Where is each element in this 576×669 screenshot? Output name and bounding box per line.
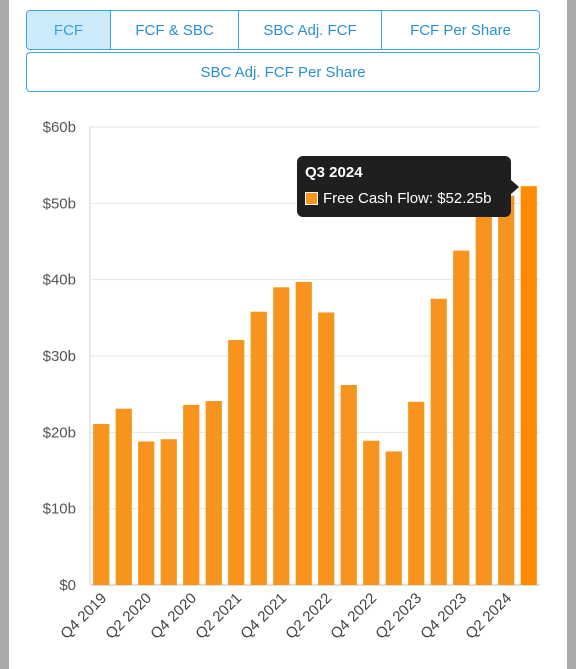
x-tick-label: Q2 2024 xyxy=(462,590,515,643)
bar-q4-2020[interactable] xyxy=(183,404,200,585)
bar-q4-2022[interactable] xyxy=(363,440,380,585)
x-tick-label: Q2 2020 xyxy=(102,590,155,643)
bar-q2-2024[interactable] xyxy=(498,195,515,585)
bar-q3-2022[interactable] xyxy=(340,385,357,585)
tooltip-line: Free Cash Flow: $52.25b xyxy=(305,190,503,207)
bar-q2-2021[interactable] xyxy=(228,339,245,585)
tab-fcf[interactable]: FCF xyxy=(27,11,111,49)
bar-q3-2024[interactable] xyxy=(520,186,537,586)
bar-q3-2023[interactable] xyxy=(430,298,447,585)
y-tick-label: $60b xyxy=(43,119,76,136)
tab-sbc-adj-fcf[interactable]: SBC Adj. FCF xyxy=(239,11,382,49)
bar-q1-2021[interactable] xyxy=(205,401,222,585)
y-tick-label: $40b xyxy=(43,272,76,289)
bar-q4-2023[interactable] xyxy=(453,250,470,585)
tab-fcf-per-share[interactable]: FCF Per Share xyxy=(382,11,539,49)
tooltip-value: Free Cash Flow: $52.25b xyxy=(323,190,492,207)
x-tick-label: Q2 2021 xyxy=(192,590,245,643)
bar-q2-2022[interactable] xyxy=(318,312,335,585)
tab-sbc-adj-fcf-per-share[interactable]: SBC Adj. FCF Per Share xyxy=(26,52,540,92)
bar-q4-2019[interactable] xyxy=(93,423,110,585)
x-tick-label: Q4 2022 xyxy=(327,590,380,643)
x-tick-label: Q4 2019 xyxy=(57,590,110,643)
x-tick-label: Q4 2021 xyxy=(237,590,290,643)
metric-tabs: FCF FCF & SBC SBC Adj. FCF FCF Per Share xyxy=(26,10,540,50)
y-tick-label: $30b xyxy=(43,348,76,365)
x-tick-label: Q4 2023 xyxy=(417,590,470,643)
y-tick-label: $0 xyxy=(59,577,76,594)
bar-q1-2020[interactable] xyxy=(115,408,132,585)
bar-q1-2022[interactable] xyxy=(295,281,312,585)
bar-q1-2023[interactable] xyxy=(385,451,402,585)
bar-q2-2020[interactable] xyxy=(138,441,155,585)
x-tick-label: Q2 2023 xyxy=(372,590,425,643)
tooltip-title: Q3 2024 xyxy=(305,164,363,181)
bar-q4-2021[interactable] xyxy=(273,287,290,585)
bar-q3-2020[interactable] xyxy=(160,439,177,585)
y-tick-label: $20b xyxy=(43,424,76,441)
bar-q1-2024[interactable] xyxy=(475,199,492,585)
y-tick-label: $10b xyxy=(43,501,76,518)
bar-q2-2023[interactable] xyxy=(408,401,425,585)
x-tick-label: Q2 2022 xyxy=(282,590,335,643)
chart-tooltip: Q3 2024 Free Cash Flow: $52.25b xyxy=(297,156,519,217)
tab-fcf-sbc[interactable]: FCF & SBC xyxy=(111,11,239,49)
tooltip-swatch xyxy=(305,192,318,205)
bar-q3-2021[interactable] xyxy=(250,311,267,585)
x-tick-label: Q4 2020 xyxy=(147,590,200,643)
y-tick-label: $50b xyxy=(43,195,76,212)
